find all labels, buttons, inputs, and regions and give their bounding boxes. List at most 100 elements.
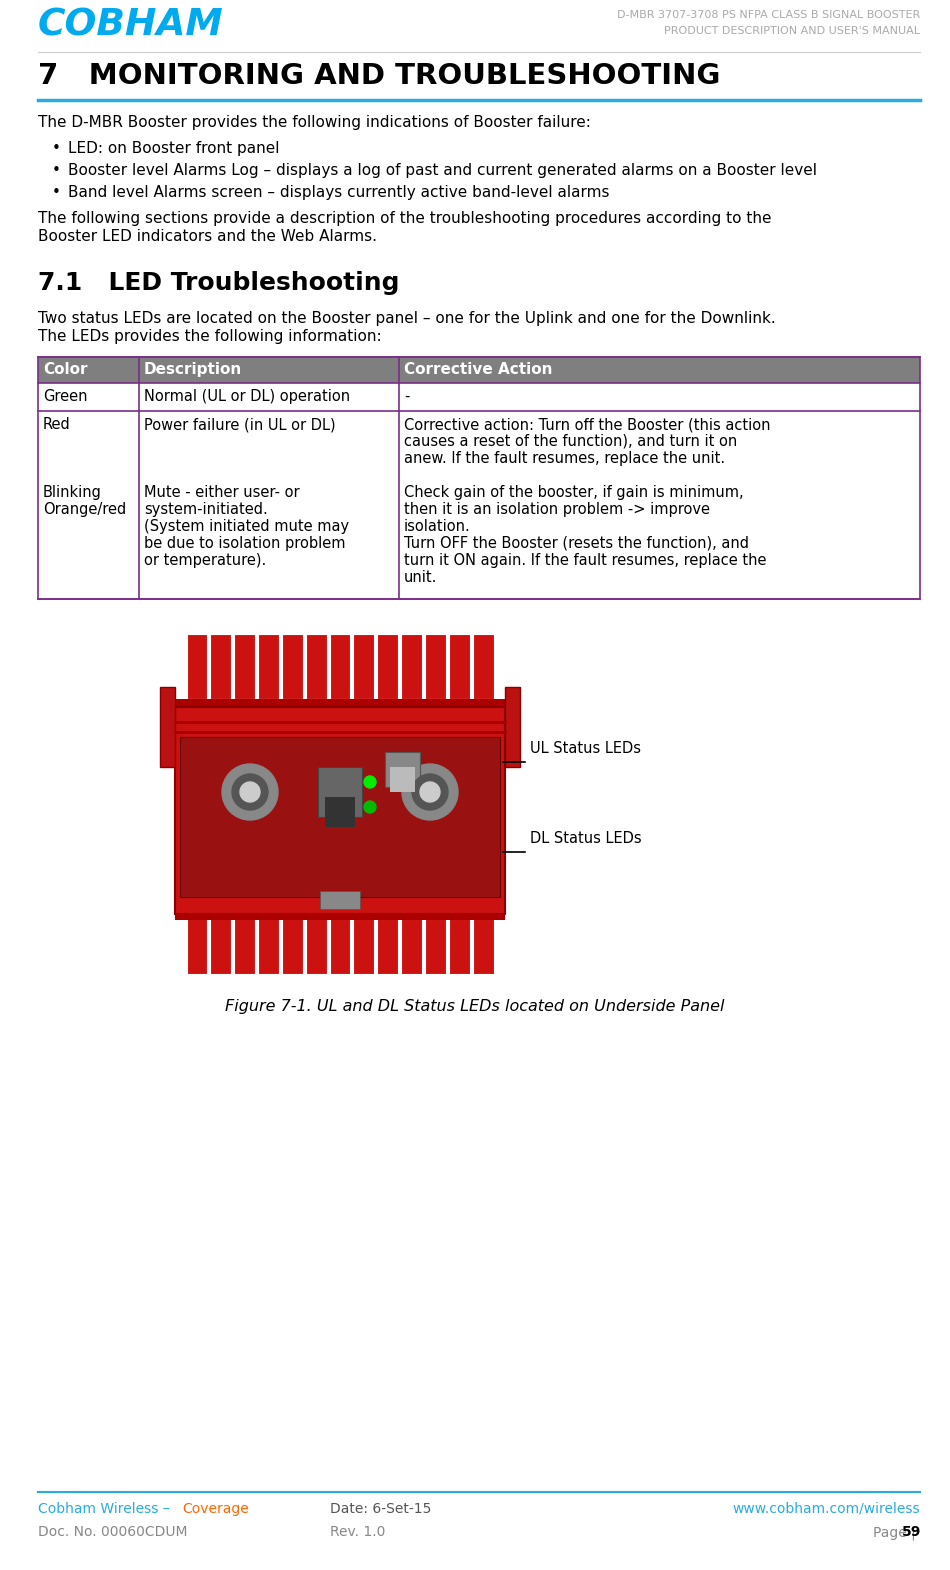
Text: Cobham Wireless –: Cobham Wireless –	[38, 1502, 174, 1517]
Bar	[320, 892, 360, 909]
Text: causes a reset of the function), and turn it on: causes a reset of the function), and tur…	[404, 433, 737, 449]
Text: The following sections provide a description of the troubleshooting procedures a: The following sections provide a descrip…	[38, 210, 771, 226]
Text: unit.: unit.	[404, 570, 437, 586]
Circle shape	[232, 774, 268, 810]
Text: DL Status LEDs: DL Status LEDs	[530, 831, 641, 846]
Text: UL Status LEDs: UL Status LEDs	[530, 741, 641, 757]
Bar	[210, 914, 231, 973]
Text: Red: Red	[43, 418, 70, 432]
Text: Normal (UL or DL) operation: Normal (UL or DL) operation	[144, 389, 351, 403]
Bar	[330, 634, 351, 699]
Text: (System initiated mute may: (System initiated mute may	[144, 520, 350, 534]
Circle shape	[222, 765, 278, 820]
Bar	[38, 356, 920, 600]
Text: •: •	[52, 141, 61, 155]
Bar	[390, 768, 415, 791]
Text: The LEDs provides the following information:: The LEDs provides the following informat…	[38, 330, 382, 344]
Bar	[282, 634, 303, 699]
Bar	[186, 914, 207, 973]
Circle shape	[412, 774, 448, 810]
Text: COBHAM: COBHAM	[38, 8, 224, 44]
Bar	[425, 634, 446, 699]
Text: D-MBR 3707-3708 PS NFPA CLASS B SIGNAL BOOSTER: D-MBR 3707-3708 PS NFPA CLASS B SIGNAL B…	[617, 9, 920, 20]
Text: system-initiated.: system-initiated.	[144, 502, 268, 517]
Bar	[425, 914, 446, 973]
Circle shape	[240, 782, 260, 802]
Text: 59: 59	[902, 1524, 921, 1539]
Bar	[258, 914, 279, 973]
Text: Figure 7-1. UL and DL Status LEDs located on Underside Panel: Figure 7-1. UL and DL Status LEDs locate…	[225, 999, 725, 1014]
Bar	[385, 752, 420, 787]
Bar	[353, 914, 374, 973]
Bar	[377, 914, 398, 973]
Bar	[186, 634, 207, 699]
Bar	[325, 798, 355, 827]
Bar	[353, 634, 374, 699]
Bar	[175, 699, 505, 706]
Text: Description: Description	[144, 363, 242, 377]
Bar	[377, 634, 398, 699]
Text: Check gain of the booster, if gain is minimum,: Check gain of the booster, if gain is mi…	[404, 485, 744, 499]
Text: Power failure (in UL or DL): Power failure (in UL or DL)	[144, 418, 335, 432]
Bar	[318, 768, 362, 816]
Bar	[38, 479, 920, 600]
Bar	[306, 914, 327, 973]
Text: Doc. No. 00060CDUM: Doc. No. 00060CDUM	[38, 1524, 187, 1539]
Bar	[401, 634, 422, 699]
Circle shape	[402, 765, 458, 820]
Text: •: •	[52, 163, 61, 177]
Bar	[235, 634, 255, 699]
Text: then it is an isolation problem -> improve: then it is an isolation problem -> impro…	[404, 502, 710, 517]
Text: turn it ON again. If the fault resumes, replace the: turn it ON again. If the fault resumes, …	[404, 553, 767, 568]
Bar	[473, 634, 493, 699]
Text: The D-MBR Booster provides the following indications of Booster failure:: The D-MBR Booster provides the following…	[38, 115, 591, 130]
Bar	[401, 914, 422, 973]
Bar	[258, 634, 279, 699]
Bar	[38, 356, 920, 383]
Bar	[180, 736, 500, 896]
Text: isolation.: isolation.	[404, 520, 471, 534]
Text: Color: Color	[43, 363, 87, 377]
Text: 7.1   LED Troubleshooting: 7.1 LED Troubleshooting	[38, 272, 400, 295]
Text: Turn OFF the Booster (resets the function), and: Turn OFF the Booster (resets the functio…	[404, 535, 749, 551]
Circle shape	[364, 776, 376, 788]
Bar	[505, 688, 520, 768]
Text: Green: Green	[43, 389, 87, 403]
Text: anew. If the fault resumes, replace the unit.: anew. If the fault resumes, replace the …	[404, 451, 725, 466]
Text: Mute - either user- or: Mute - either user- or	[144, 485, 299, 499]
Text: 7   MONITORING AND TROUBLESHOOTING: 7 MONITORING AND TROUBLESHOOTING	[38, 61, 720, 89]
Text: PRODUCT DESCRIPTION AND USER'S MANUAL: PRODUCT DESCRIPTION AND USER'S MANUAL	[664, 27, 920, 36]
Text: Corrective Action: Corrective Action	[404, 363, 553, 377]
Text: Page |: Page |	[873, 1524, 920, 1540]
Bar	[306, 634, 327, 699]
Bar	[210, 634, 231, 699]
Text: Band level Alarms screen – displays currently active band-level alarms: Band level Alarms screen – displays curr…	[68, 185, 610, 199]
Bar	[473, 914, 493, 973]
Bar	[38, 383, 920, 411]
Bar	[38, 411, 920, 479]
Bar	[175, 914, 505, 920]
Text: Booster LED indicators and the Web Alarms.: Booster LED indicators and the Web Alarm…	[38, 229, 377, 243]
Text: Rev. 1.0: Rev. 1.0	[330, 1524, 386, 1539]
Bar	[160, 688, 175, 768]
Bar	[235, 914, 255, 973]
Text: www.cobham.com/wireless: www.cobham.com/wireless	[732, 1502, 920, 1517]
Bar	[330, 914, 351, 973]
Bar	[448, 914, 469, 973]
Bar	[448, 634, 469, 699]
Text: Booster level Alarms Log – displays a log of past and current generated alarms o: Booster level Alarms Log – displays a lo…	[68, 163, 817, 177]
Text: be due to isolation problem: be due to isolation problem	[144, 535, 346, 551]
Text: Date: 6-Set-15: Date: 6-Set-15	[330, 1502, 431, 1517]
Text: Two status LEDs are located on the Booster panel – one for the Uplink and one fo: Two status LEDs are located on the Boost…	[38, 311, 776, 327]
Text: Coverage: Coverage	[182, 1502, 249, 1517]
Text: LED: on Booster front panel: LED: on Booster front panel	[68, 141, 279, 155]
Bar	[175, 706, 505, 914]
Text: or temperature).: or temperature).	[144, 553, 266, 568]
Text: Blinking
Orange/red: Blinking Orange/red	[43, 485, 126, 518]
Bar	[282, 914, 303, 973]
Text: •: •	[52, 185, 61, 199]
Circle shape	[364, 801, 376, 813]
Text: -: -	[404, 389, 409, 403]
Text: Corrective action: Turn off the Booster (this action: Corrective action: Turn off the Booster …	[404, 418, 770, 432]
Circle shape	[420, 782, 440, 802]
